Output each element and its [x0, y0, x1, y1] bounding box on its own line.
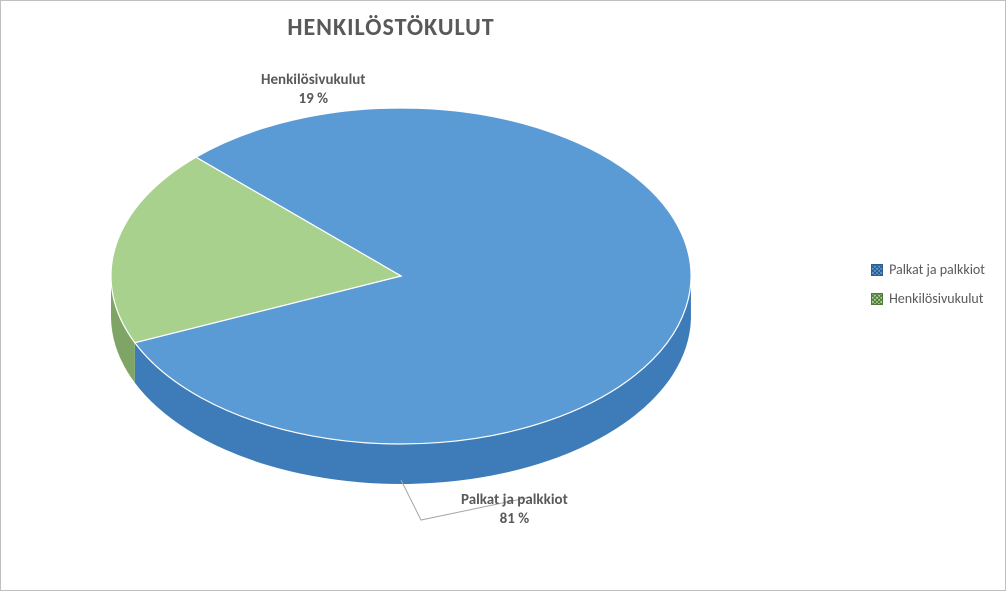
- slice-label-name: Palkat ja palkkiot: [461, 491, 568, 510]
- slice-label-name: Henkilösivukulut: [261, 71, 366, 90]
- legend-item: Henkilösivukulut: [871, 290, 985, 307]
- pie-area: Palkat ja palkkiot81 % Henkilösivukulut19…: [61, 66, 741, 536]
- legend-swatch-icon: [871, 293, 883, 305]
- legend: Palkat ja palkkiot Henkilösivukulut: [871, 261, 985, 319]
- legend-swatch-icon: [871, 264, 883, 276]
- slice-label-percent: 19 %: [261, 90, 366, 109]
- legend-item: Palkat ja palkkiot: [871, 261, 985, 278]
- pie-3d-svg: [61, 66, 741, 536]
- slice-label-percent: 81 %: [461, 510, 568, 529]
- legend-label: Henkilösivukulut: [889, 290, 983, 307]
- pie-slice-label: Palkat ja palkkiot81 %: [461, 491, 568, 529]
- pie-slice-label: Henkilösivukulut19 %: [261, 71, 366, 109]
- chart-container: HENKILÖSTÖKULUT Palkat ja palkkiot81 %He…: [0, 0, 1006, 591]
- chart-title: HENKILÖSTÖKULUT: [1, 13, 781, 42]
- legend-label: Palkat ja palkkiot: [889, 261, 985, 278]
